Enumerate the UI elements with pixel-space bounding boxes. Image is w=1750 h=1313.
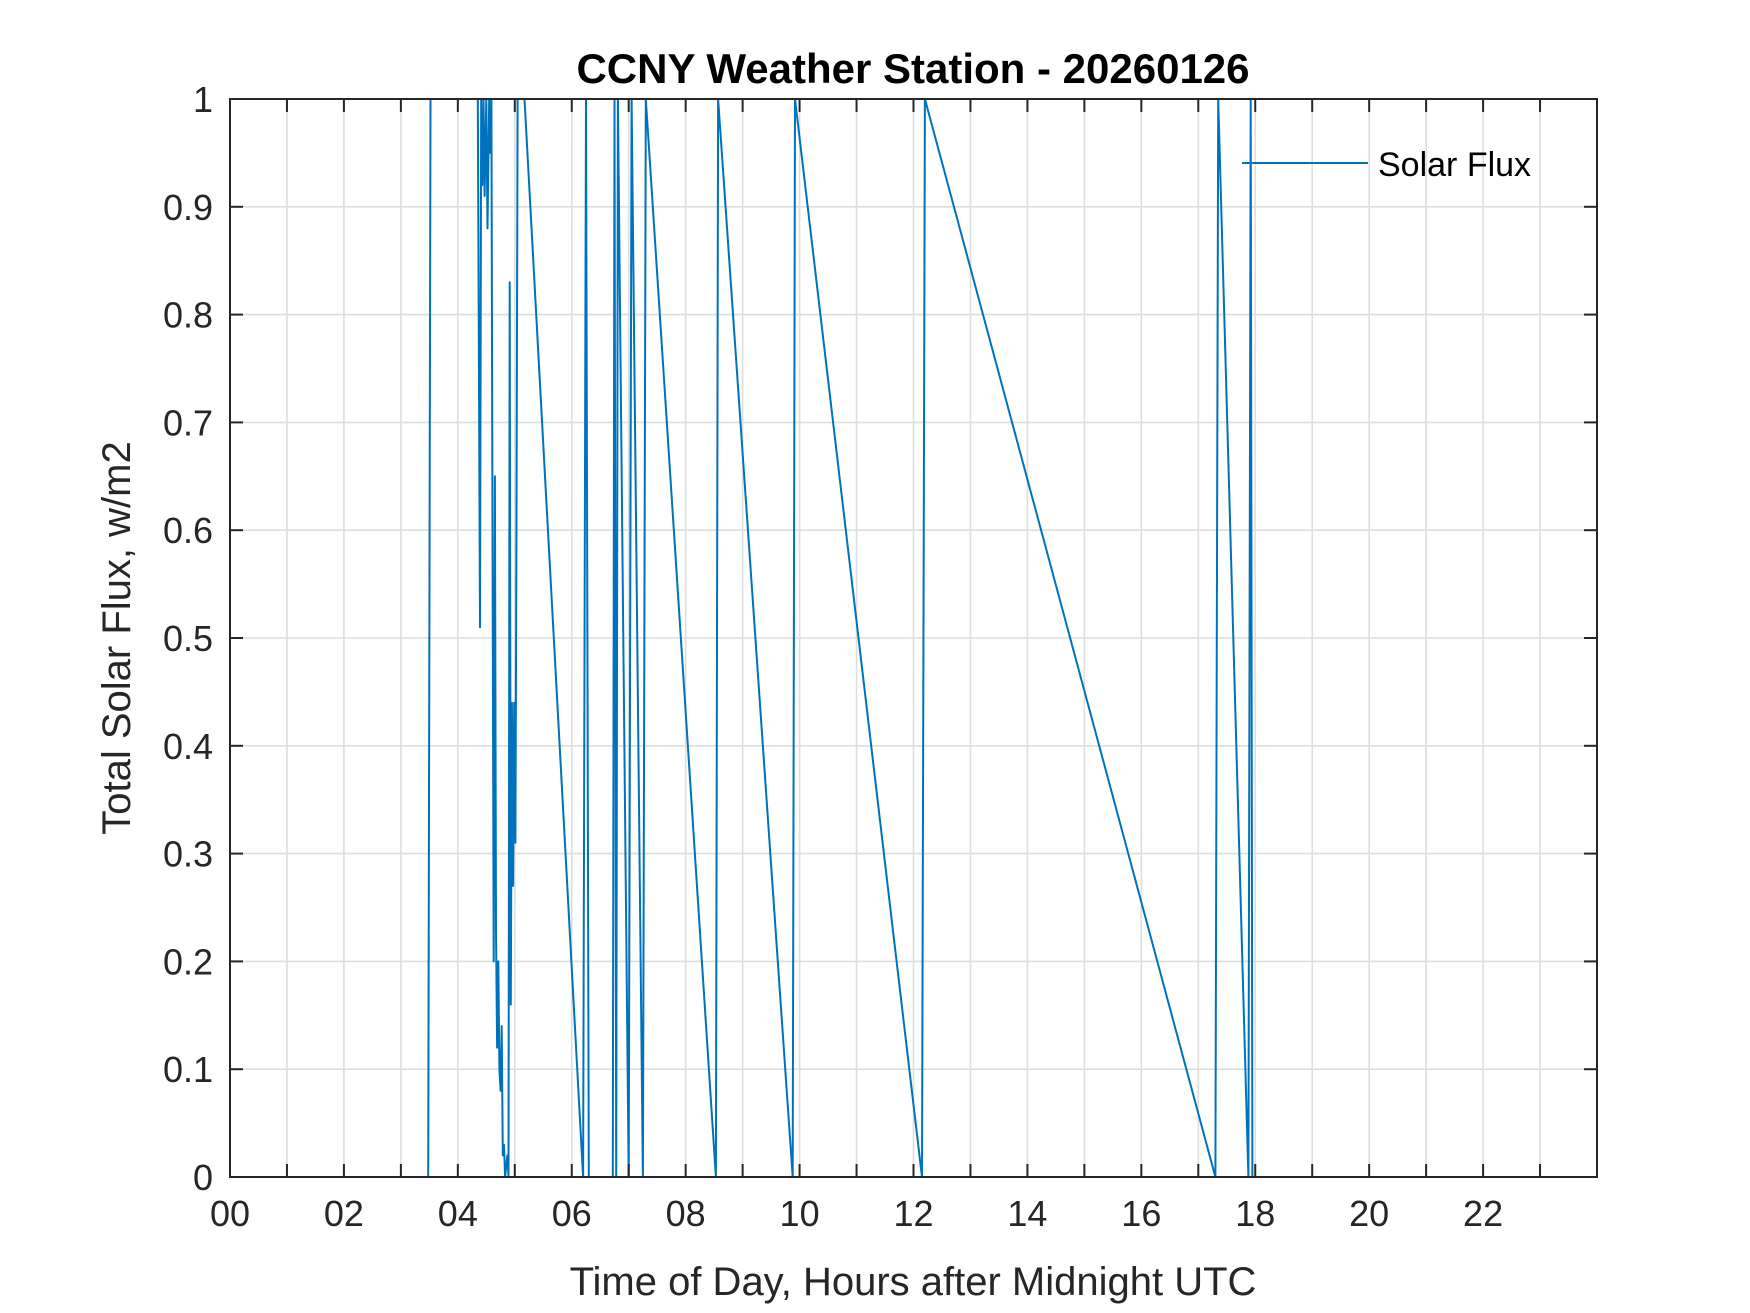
x-tick-label: 02 [324, 1193, 364, 1234]
x-axis-label: Time of Day, Hours after Midnight UTC [570, 1260, 1257, 1304]
y-tick-label: 0.5 [163, 618, 213, 659]
y-tick-label: 0.2 [163, 941, 213, 982]
x-tick-label: 18 [1235, 1193, 1275, 1234]
y-tick-label: 0.4 [163, 726, 213, 767]
legend-label-solar-flux: Solar Flux [1378, 146, 1531, 184]
series-line-solar-flux [427, 99, 1254, 1177]
y-tick-label: 0.1 [163, 1049, 213, 1090]
y-tick-label: 0.9 [163, 187, 213, 228]
x-tick-label: 16 [1121, 1193, 1161, 1234]
y-tick-label: 1 [193, 79, 213, 120]
grid-lines [230, 99, 1597, 1177]
x-tick-label: 08 [666, 1193, 706, 1234]
x-tick-label: 22 [1463, 1193, 1503, 1234]
y-tick-label: 0.3 [163, 834, 213, 875]
x-tick-label: 06 [552, 1193, 592, 1234]
x-tick-label: 00 [210, 1193, 250, 1234]
series-layer [427, 99, 1254, 1177]
x-tick-label: 12 [893, 1193, 933, 1234]
y-tick-label: 0.8 [163, 295, 213, 336]
legend: Solar Flux [1242, 146, 1531, 184]
x-tick-label: 20 [1349, 1193, 1389, 1234]
x-tick-labels: 00 02 04 06 08 10 12 14 16 18 20 22 [210, 1193, 1503, 1234]
y-tick-label: 0.6 [163, 510, 213, 551]
y-tick-label: 0.7 [163, 402, 213, 443]
x-tick-label: 14 [1007, 1193, 1047, 1234]
y-tick-label: 0 [193, 1157, 213, 1198]
chart-title: CCNY Weather Station - 20260126 [576, 45, 1249, 92]
tick-marks [230, 98, 1597, 1178]
x-tick-label: 04 [438, 1193, 478, 1234]
y-axis-label: Total Solar Flux, w/m2 [95, 441, 139, 834]
y-tick-labels: 0 0.1 0.2 0.3 0.4 0.5 0.6 0.7 0.8 0.9 1 [163, 79, 213, 1198]
x-tick-label: 10 [780, 1193, 820, 1234]
